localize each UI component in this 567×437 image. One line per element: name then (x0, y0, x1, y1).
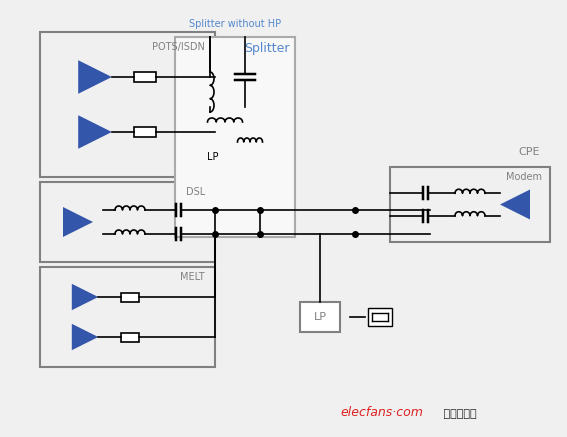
Bar (134, 127, 156, 137)
Bar (121, 292, 139, 302)
Polygon shape (63, 207, 93, 237)
Text: Modem: Modem (506, 172, 542, 182)
Bar (175, 37, 295, 237)
Bar (40, 267, 215, 367)
Polygon shape (72, 324, 98, 350)
Text: CPE: CPE (518, 147, 540, 157)
Text: Splitter: Splitter (244, 42, 290, 55)
Text: LP: LP (314, 312, 327, 322)
Bar (368, 308, 392, 326)
Text: LP: LP (208, 152, 219, 162)
Text: Splitter without HP: Splitter without HP (189, 19, 281, 29)
Bar (300, 302, 340, 332)
Polygon shape (78, 60, 112, 94)
Text: POTS/ISDN: POTS/ISDN (152, 42, 205, 52)
Text: DSL: DSL (186, 187, 205, 197)
Bar (121, 333, 139, 341)
Polygon shape (72, 284, 98, 310)
Bar (40, 182, 215, 262)
Polygon shape (78, 115, 112, 149)
Bar (390, 167, 550, 242)
Text: MELT: MELT (180, 272, 205, 282)
Text: elecfans·com: elecfans·com (340, 406, 423, 419)
Bar (134, 72, 156, 82)
Text: 电子发烧友: 电子发烧友 (440, 409, 477, 419)
Polygon shape (500, 190, 530, 219)
Bar (40, 32, 215, 177)
